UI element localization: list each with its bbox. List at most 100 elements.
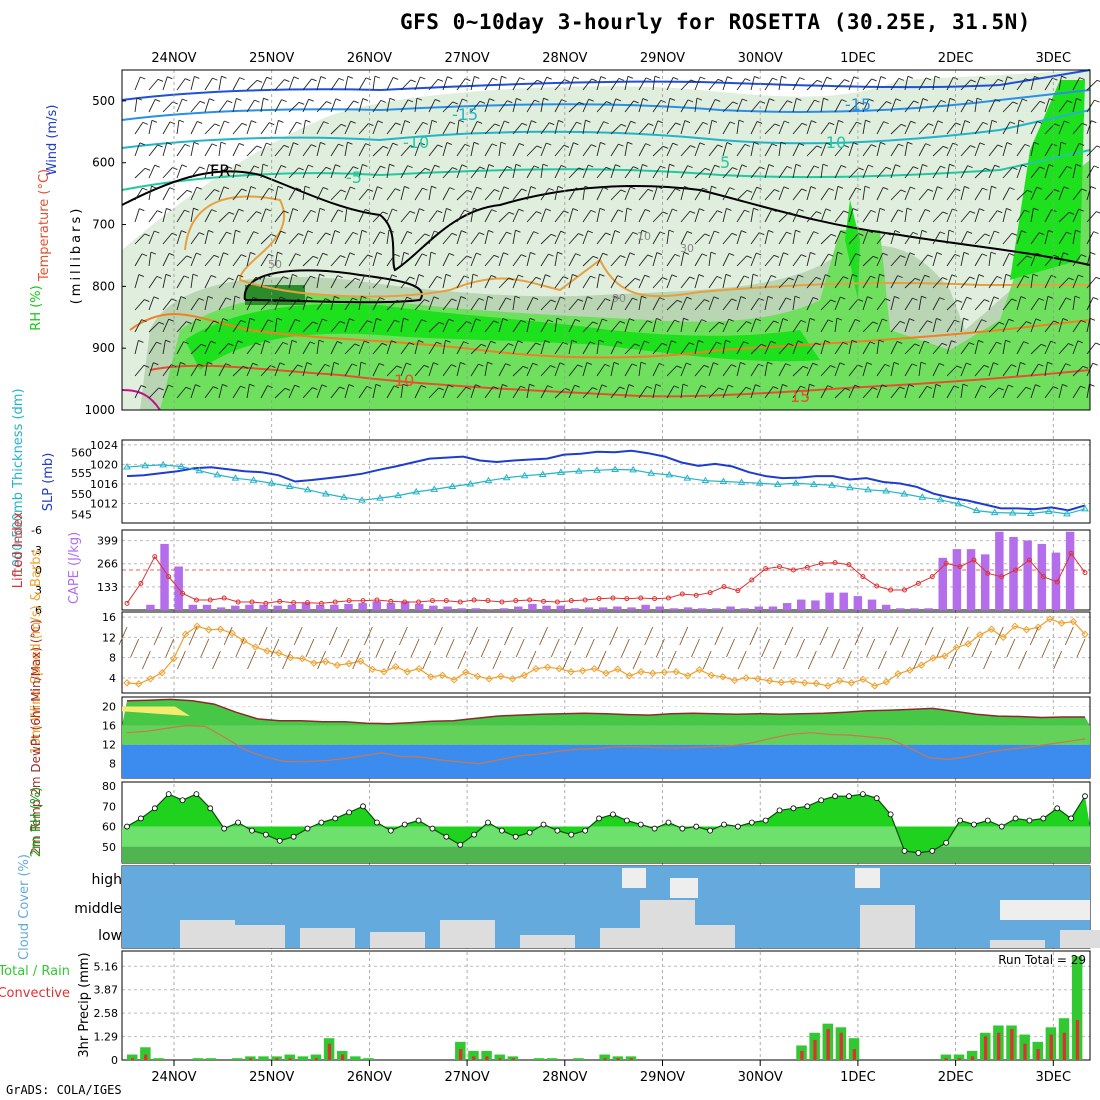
wind-barb — [330, 164, 336, 179]
wind-barb-flag — [586, 362, 593, 365]
wind-barb — [568, 121, 577, 135]
wind-barb — [232, 385, 241, 399]
wind-barb — [134, 142, 141, 157]
wind-barb-flag — [340, 123, 347, 127]
wind-barb — [512, 164, 517, 179]
wind-barb-flag — [909, 252, 915, 256]
wind-barb-flag — [726, 142, 733, 145]
thickness-point — [195, 466, 204, 474]
wind-barb-flag — [1074, 295, 1081, 299]
wind-barb-flag — [165, 273, 172, 277]
wind-barb-flag — [322, 252, 328, 256]
wind-barb-flag — [365, 77, 372, 81]
wind-barb-flag — [489, 98, 495, 102]
wind-barb — [1030, 343, 1042, 355]
wind-barb-flag — [725, 273, 732, 277]
wind-barb-flag — [297, 298, 304, 302]
wind-barb — [680, 384, 684, 399]
wind-barb-flag — [851, 339, 858, 343]
wind-barb-flag — [619, 386, 625, 390]
wind-barb-flag — [906, 207, 913, 211]
rh-point — [1054, 805, 1061, 812]
cape-bar — [160, 543, 169, 610]
wind-barb-flag — [830, 233, 837, 237]
wind-barb — [876, 364, 886, 377]
wind-barb — [162, 167, 173, 179]
wind-barb-flag — [493, 320, 499, 324]
wind-barb-flag — [1096, 211, 1100, 214]
lifted-index-point — [485, 598, 491, 604]
surface-wind-barb — [877, 650, 887, 670]
wind-barb-flag — [458, 119, 465, 123]
wind-barb-flag — [167, 76, 173, 80]
wind-barb — [512, 340, 519, 355]
panel-frame-ua — [121, 69, 1091, 411]
wind-barb-flag — [866, 362, 873, 365]
surface-wind-barb — [714, 626, 724, 646]
wind-barb — [274, 342, 284, 355]
wind-barb-flag — [474, 75, 480, 79]
wind-barb — [974, 385, 982, 399]
wind-barb — [764, 254, 775, 267]
wind-barb — [680, 362, 687, 377]
wind-barb — [568, 233, 579, 245]
wind-barb-flag — [1068, 211, 1075, 215]
wind-speed-point — [356, 657, 365, 665]
wind-barb-flag — [549, 122, 555, 126]
wind-barb — [1002, 298, 1012, 311]
wind-barb — [722, 121, 731, 135]
wind-barb-flag — [879, 207, 886, 211]
rh-point — [207, 805, 214, 812]
wind-barb — [596, 121, 604, 135]
wind-barb-flag — [815, 342, 821, 346]
wind-barb-flag — [853, 142, 859, 146]
wind-barb — [1086, 342, 1096, 355]
rh-point — [610, 811, 616, 818]
wind-barb-flag — [798, 274, 804, 278]
wind-barb — [442, 384, 449, 399]
wind-barb — [246, 342, 256, 355]
wind-barb — [862, 78, 872, 91]
wind-barb-flag — [647, 254, 653, 258]
wind-barb-flag — [753, 141, 760, 145]
rh-point — [998, 823, 1005, 830]
wind-barb-flag — [374, 75, 381, 79]
wind-barb-flag — [1039, 166, 1045, 170]
wind-barb — [988, 144, 998, 157]
x-tick-label-top: 2DEC — [938, 51, 974, 66]
wind-barb-flag — [825, 208, 831, 212]
wind-barb-flag — [1068, 343, 1074, 347]
wind-barb-flag — [255, 342, 261, 346]
wind-barb-flag — [955, 188, 961, 192]
thickness-point — [665, 470, 674, 478]
wind-barb-flag — [544, 340, 551, 343]
y-tick-label-lifted-index: 3 — [35, 584, 42, 597]
wind-barb-flag — [533, 165, 540, 169]
y-tick-label-precip: 2.58 — [94, 1007, 119, 1020]
wind-barb — [344, 384, 350, 399]
wind-barb — [750, 343, 762, 355]
wind-barb — [442, 319, 450, 333]
y-tick-label-pressure: 700 — [92, 218, 115, 232]
wind-barb-flag — [787, 100, 793, 104]
wind-barb — [694, 142, 701, 157]
wind-barb-flag — [214, 123, 220, 127]
wind-barb — [792, 230, 796, 245]
surface-wind-barb — [1006, 638, 1016, 658]
wind-barb — [876, 76, 882, 91]
wind-speed-point — [427, 673, 435, 681]
wind-barb-flag — [364, 274, 370, 278]
temp-max-line — [126, 698, 1085, 725]
wind-barb-flag — [237, 340, 243, 344]
wind-speed-point — [532, 664, 540, 673]
wind-barb — [428, 186, 432, 201]
wind-barb — [596, 187, 604, 201]
wind-speed-point — [1057, 619, 1066, 627]
wind-barb-flag — [546, 76, 552, 80]
wind-barb-flag — [406, 362, 412, 366]
rh-point — [748, 819, 755, 826]
wind-barb-flag — [391, 340, 397, 344]
wind-barb — [820, 208, 827, 223]
wind-barb-flag — [353, 166, 359, 170]
wind-barb — [1072, 254, 1082, 267]
